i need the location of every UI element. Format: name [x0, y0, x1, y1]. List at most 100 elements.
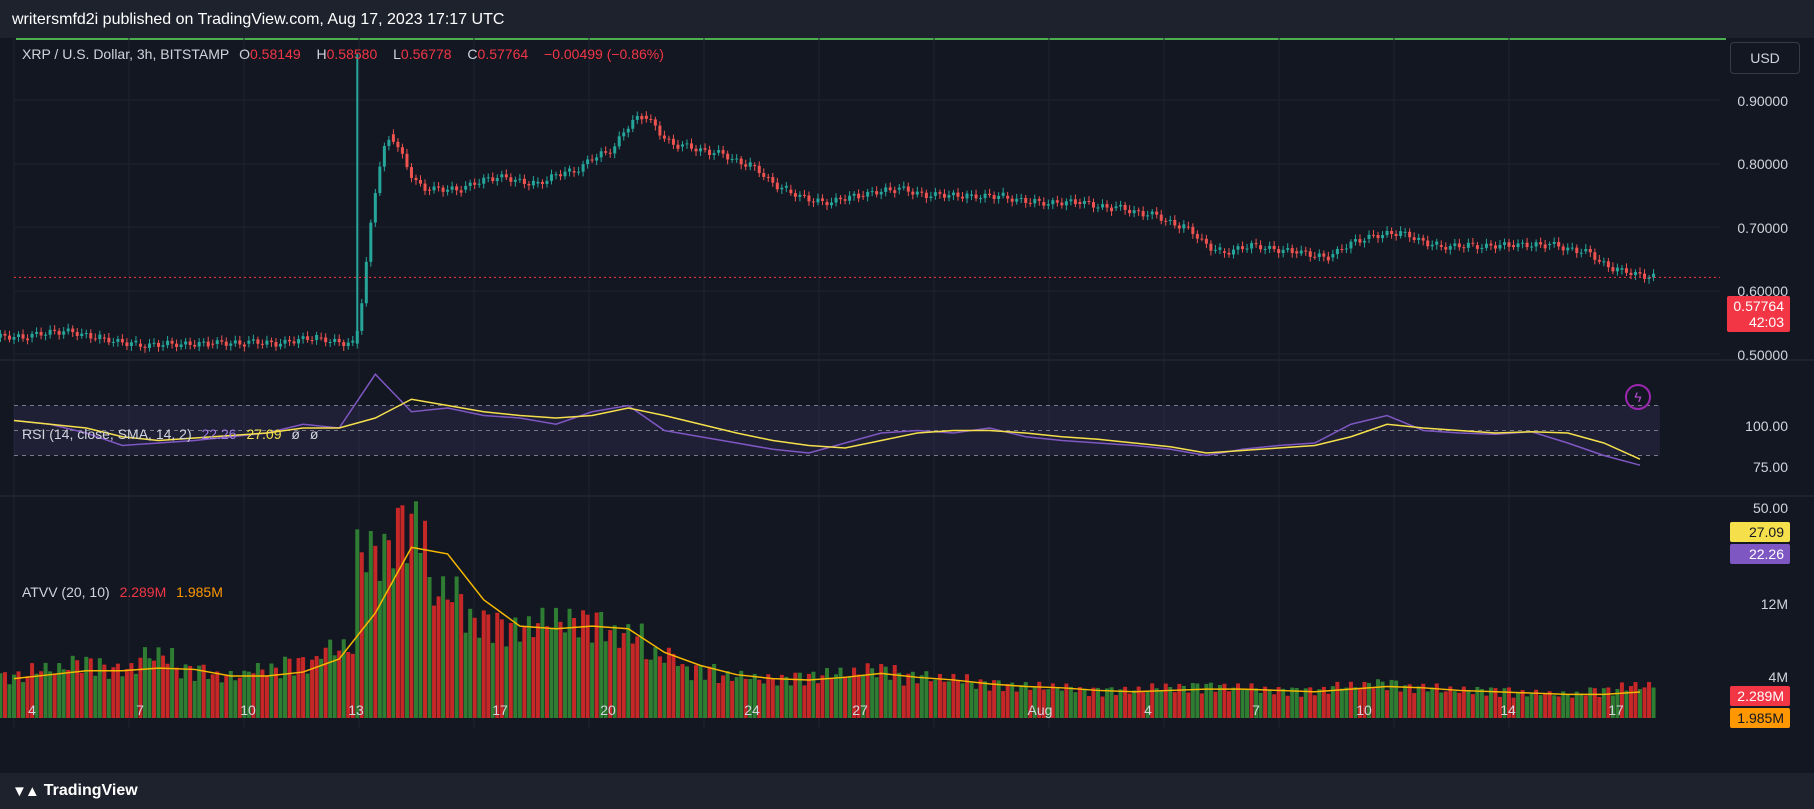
volume-bar — [468, 608, 473, 718]
candle-body — [292, 341, 296, 344]
candle-body — [974, 194, 978, 199]
volume-bar — [1181, 685, 1186, 718]
volume-bar — [1357, 689, 1362, 718]
candle-body — [1385, 231, 1389, 236]
volume-bar — [517, 641, 522, 718]
candle-body — [1349, 241, 1353, 249]
volume-bar — [1141, 692, 1146, 718]
volume-bar — [594, 612, 599, 718]
volume-bar — [983, 681, 988, 718]
volume-bar — [1461, 686, 1466, 718]
candle-body — [419, 180, 422, 184]
candle-body — [93, 338, 97, 340]
volume-bar — [1073, 692, 1078, 718]
volume-bar — [16, 671, 21, 718]
ohlc-open: O0.58149 — [239, 46, 301, 62]
volume-bar — [1367, 682, 1371, 718]
volume-bar — [1552, 695, 1557, 718]
candle-body — [1426, 240, 1430, 247]
candle-body — [297, 338, 301, 344]
atvv-value-badge: 2.289M — [1730, 686, 1790, 706]
candle-body — [1367, 234, 1371, 239]
volume-bar — [70, 655, 75, 718]
candle-body — [717, 150, 721, 153]
candle-body — [1105, 204, 1109, 208]
candle-body — [1281, 249, 1285, 254]
candle-body — [224, 341, 228, 346]
candle-body — [319, 337, 323, 339]
candle-body — [1331, 254, 1335, 258]
volume-bar — [310, 659, 315, 718]
volume-bar — [355, 529, 360, 718]
volume-bar — [689, 680, 694, 718]
volume-bar — [522, 626, 527, 718]
candle-body — [1344, 248, 1348, 250]
currency-button[interactable]: USD — [1730, 42, 1800, 74]
volume-bar — [712, 663, 717, 718]
volume-bar — [707, 666, 712, 718]
candle-body — [640, 115, 644, 120]
volume-bar — [413, 501, 418, 718]
tradingview-logo[interactable]: ▼▲ TradingView — [12, 782, 138, 800]
candle-body — [522, 178, 526, 184]
volume-bar — [441, 576, 446, 718]
volume-bar — [653, 647, 658, 718]
volume-bar — [703, 679, 708, 718]
candle-body — [491, 177, 495, 182]
candle-body — [1141, 210, 1145, 217]
price-tick: 0.70000 — [1737, 220, 1788, 236]
ohlc-low: L0.56778 — [393, 46, 452, 62]
volume-bar — [1633, 682, 1638, 718]
candle-body — [1376, 235, 1380, 239]
candle-body — [306, 336, 310, 341]
candle-body — [409, 167, 413, 178]
candle-body — [1399, 231, 1403, 237]
candle-body — [1444, 246, 1448, 250]
rsi-legend[interactable]: RSI (14, close, SMA, 14, 2) 22.26 27.09 … — [22, 426, 324, 442]
candle-body — [1548, 243, 1552, 246]
candle-body — [1534, 242, 1538, 247]
x-axis-label: 17 — [1608, 702, 1624, 718]
candle-body — [80, 333, 84, 336]
volume-bar — [531, 637, 536, 718]
candle-body — [1060, 202, 1064, 206]
candle-body — [288, 339, 292, 342]
volume-bar — [1403, 685, 1408, 718]
candle-body — [1173, 219, 1177, 226]
volume-bar — [1502, 688, 1507, 718]
candle-body — [1155, 211, 1159, 215]
volume-bar — [1394, 680, 1399, 718]
candle-body — [748, 162, 752, 167]
candle-body — [278, 343, 282, 347]
candle-body — [1055, 200, 1059, 203]
chart-canvas[interactable] — [0, 38, 1814, 773]
x-axis-label: 10 — [1356, 702, 1372, 718]
candle-body — [120, 338, 124, 343]
candle-body — [1615, 267, 1619, 272]
volume-bar — [373, 545, 378, 718]
candle-body — [53, 329, 57, 331]
volume-bar — [120, 676, 125, 718]
candle-body — [1236, 246, 1240, 250]
volume-bar — [1055, 688, 1060, 718]
volume-bar — [815, 683, 820, 718]
rsi-extra-1: ø — [291, 426, 300, 442]
candle-body — [1015, 198, 1019, 202]
volume-bar — [246, 671, 251, 718]
volume-bar — [1096, 687, 1100, 718]
symbol-legend[interactable]: XRP / U.S. Dollar, 3h, BITSTAMP O0.58149… — [22, 46, 670, 62]
candle-body — [455, 186, 459, 191]
volume-bar — [1168, 687, 1173, 718]
candle-body — [315, 334, 319, 341]
volume-bar — [865, 663, 870, 718]
atvv-legend[interactable]: ATVV (20, 10) 2.289M 1.985M — [22, 584, 229, 600]
lightning-icon[interactable]: ϟ — [1625, 384, 1651, 410]
volume-bar — [1362, 681, 1367, 718]
candle-body — [807, 195, 811, 202]
chart-area[interactable]: XRP / U.S. Dollar, 3h, BITSTAMP O0.58149… — [0, 38, 1814, 773]
candle-body — [1001, 192, 1005, 196]
volume-bar — [1100, 696, 1105, 718]
volume-bar — [1534, 689, 1539, 718]
candle-body — [1390, 231, 1394, 235]
candle-body — [690, 143, 693, 149]
